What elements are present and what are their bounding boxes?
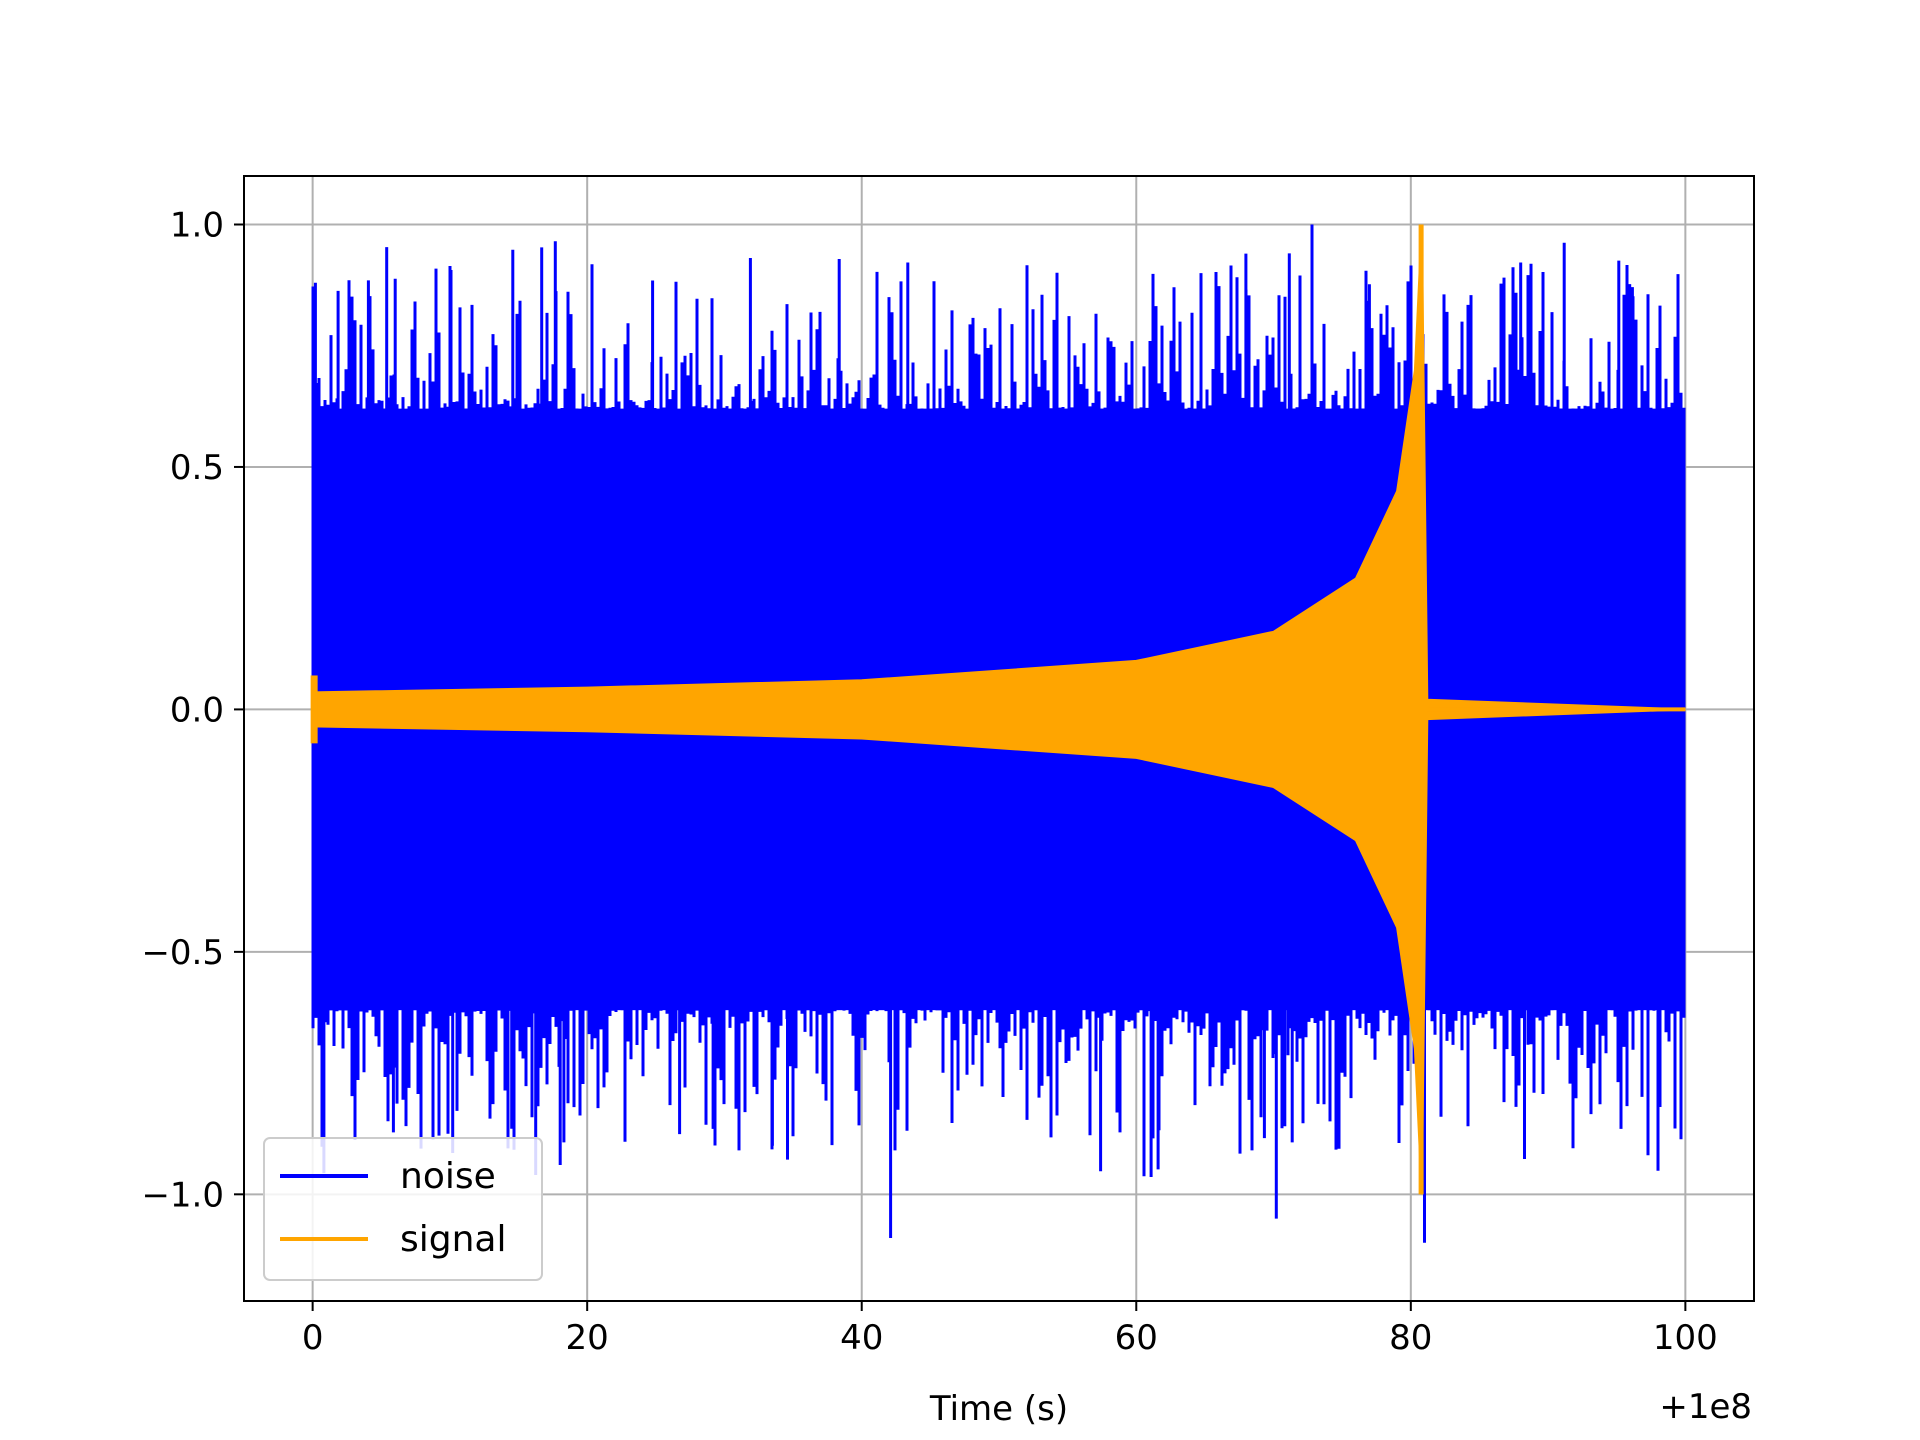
x-tick-label: 100 xyxy=(1653,1318,1718,1358)
signal-envelope xyxy=(311,224,1686,1195)
legend-frame xyxy=(263,1137,543,1281)
x-tick-label: 40 xyxy=(840,1318,883,1358)
x-offset-label: +1e8 xyxy=(1659,1387,1752,1427)
y-tick-label: 0.5 xyxy=(170,448,224,488)
legend-noise-label: noise xyxy=(400,1156,496,1197)
x-axis-label: Time (s) xyxy=(929,1389,1068,1429)
x-tick-label: 60 xyxy=(1115,1318,1158,1358)
signal-series xyxy=(310,224,1686,1195)
x-tick-label: 0 xyxy=(302,1318,324,1358)
plot-frame xyxy=(243,175,1755,1302)
y-tick-label: −1.0 xyxy=(141,1175,224,1215)
y-tick-label: 0.0 xyxy=(170,690,224,730)
x-tick-label: 80 xyxy=(1389,1318,1432,1358)
ticks: 0 20 40 60 80 100 1.0 0.5 0.0 −0.5 −1.0 xyxy=(141,205,1717,1358)
signal-start-spike xyxy=(310,675,318,744)
y-tick-label: −0.5 xyxy=(141,933,224,973)
x-tick-label: 20 xyxy=(566,1318,609,1358)
y-tick-label: 1.0 xyxy=(170,205,224,245)
legend-signal-label: signal xyxy=(400,1219,507,1260)
legend: noise signal xyxy=(263,1137,543,1281)
